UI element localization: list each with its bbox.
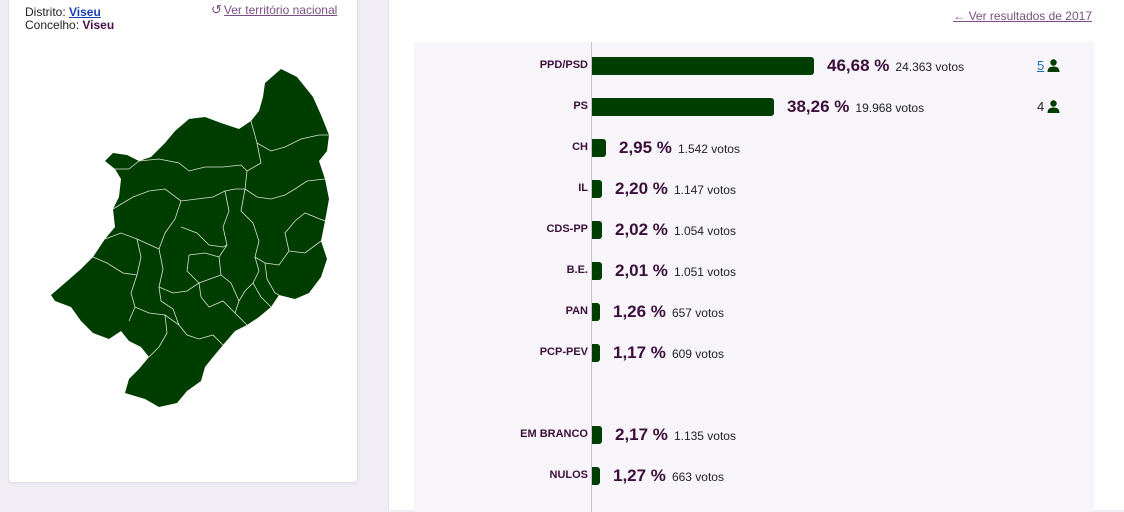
person-icon-body — [1047, 66, 1060, 72]
result-bar — [592, 303, 600, 321]
party-label: PS — [573, 100, 588, 112]
percent-value: 1,17 % 609 votos — [613, 343, 724, 363]
result-bar — [592, 98, 774, 116]
percent-label: 1,26 % — [613, 302, 666, 321]
previous-results-label: Ver resultados de 2017 — [968, 9, 1092, 23]
national-territory-link[interactable]: ↺ Ver território nacional — [211, 2, 337, 18]
person-icon-head — [1050, 59, 1057, 66]
percent-value: 2,95 % 1.542 votos — [619, 138, 740, 158]
result-row: CDS-PP 2,02 % 1.054 votos — [414, 219, 1094, 241]
party-label: IL — [578, 182, 588, 194]
percent-label: 2,01 % — [615, 261, 668, 280]
district-line: Distrito: Viseu — [25, 5, 101, 19]
result-row: IL 2,20 % 1.147 votos — [414, 178, 1094, 200]
result-bar — [592, 262, 602, 280]
percent-label: 1,27 % — [613, 466, 666, 485]
national-territory-label: Ver território nacional — [223, 3, 338, 17]
person-icon-head — [1050, 100, 1057, 107]
county-map[interactable] — [43, 67, 333, 412]
percent-value: 2,17 % 1.135 votos — [615, 425, 736, 445]
person-icon — [1047, 100, 1060, 113]
percent-label: 2,17 % — [615, 425, 668, 444]
party-label: PPD/PSD — [539, 59, 588, 71]
district-link[interactable]: Viseu — [69, 5, 101, 19]
votes-label: 1.147 votos — [673, 183, 736, 197]
person-icon-body — [1047, 107, 1060, 113]
result-row: PPD/PSD 46,68 % 24.363 votos 5 — [414, 55, 1094, 77]
votes-label: 657 votos — [671, 306, 724, 320]
location-card: Distrito: Viseu Concelho: Viseu ↺ Ver ter… — [8, 0, 358, 483]
percent-label: 46,68 % — [827, 56, 890, 75]
seats-number: 4 — [1037, 99, 1045, 114]
result-row: EM BRANCO 2,17 % 1.135 votos — [414, 424, 1094, 446]
votes-label: 609 votos — [671, 347, 724, 361]
county-name: Viseu — [82, 18, 115, 32]
person-icon — [1047, 59, 1060, 72]
undo-icon: ↺ — [211, 2, 222, 17]
seats-link[interactable]: 5 — [1037, 58, 1045, 73]
party-label: B.E. — [566, 264, 588, 276]
previous-results-link[interactable]: ← Ver resultados de 2017 — [953, 9, 1092, 23]
party-label: PAN — [565, 305, 588, 317]
result-row: B.E. 2,01 % 1.051 votos — [414, 260, 1094, 282]
result-row: PAN 1,26 % 657 votos — [414, 301, 1094, 323]
votes-label: 1.054 votos — [673, 224, 736, 238]
percent-label: 2,95 % — [619, 138, 672, 157]
result-bar — [592, 344, 600, 362]
votes-label: 1.135 votos — [673, 429, 736, 443]
result-bar — [592, 139, 606, 157]
party-label: EM BRANCO — [520, 428, 588, 440]
result-bar — [592, 467, 600, 485]
party-label: PCP-PEV — [539, 346, 588, 358]
votes-label: 1.542 votos — [677, 142, 740, 156]
percent-label: 2,20 % — [615, 179, 668, 198]
percent-value: 1,26 % 657 votos — [613, 302, 724, 322]
result-bar — [592, 180, 602, 198]
arrow-left-icon: ← — [953, 9, 966, 23]
percent-label: 38,26 % — [787, 97, 850, 116]
district-label: Distrito: — [25, 5, 66, 19]
party-label: NULOS — [549, 469, 589, 481]
county-shape[interactable] — [51, 69, 329, 407]
percent-value: 2,01 % 1.051 votos — [615, 261, 736, 281]
votes-label: 24.363 votos — [895, 60, 965, 74]
result-bar — [592, 221, 602, 239]
result-row: CH 2,95 % 1.542 votos — [414, 137, 1094, 159]
percent-value: 2,02 % 1.054 votos — [615, 220, 736, 240]
percent-label: 2,02 % — [615, 220, 668, 239]
percent-value: 1,27 % 663 votos — [613, 466, 724, 486]
votes-label: 663 votos — [671, 470, 724, 484]
party-label: CH — [572, 141, 588, 153]
result-bar — [592, 57, 814, 75]
percent-value: 46,68 % 24.363 votos — [827, 56, 964, 76]
results-panel: ← Ver resultados de 2017 PPD/PSD 46,68 % 2… — [388, 0, 1124, 512]
result-row: PS 38,26 % 19.968 votos 4 — [414, 96, 1094, 118]
party-label: CDS-PP — [546, 223, 588, 235]
county-line: Concelho: Viseu — [25, 18, 114, 32]
votes-label: 1.051 votos — [673, 265, 736, 279]
percent-value: 2,20 % 1.147 votos — [615, 179, 736, 199]
seats-count[interactable]: 5 — [1037, 58, 1060, 73]
percent-label: 1,17 % — [613, 343, 666, 362]
results-chart: PPD/PSD 46,68 % 24.363 votos 5 PS 38,26 % 19.9… — [414, 42, 1094, 512]
votes-label: 19.968 votos — [855, 101, 925, 115]
percent-value: 38,26 % 19.968 votos — [787, 97, 924, 117]
result-row: NULOS 1,27 % 663 votos — [414, 465, 1094, 487]
seats-count: 4 — [1037, 99, 1060, 114]
result-row: PCP-PEV 1,17 % 609 votos — [414, 342, 1094, 364]
result-bar — [592, 426, 602, 444]
parish-borders — [92, 120, 329, 358]
county-label: Concelho: — [25, 18, 80, 32]
chart-axis — [591, 42, 592, 512]
